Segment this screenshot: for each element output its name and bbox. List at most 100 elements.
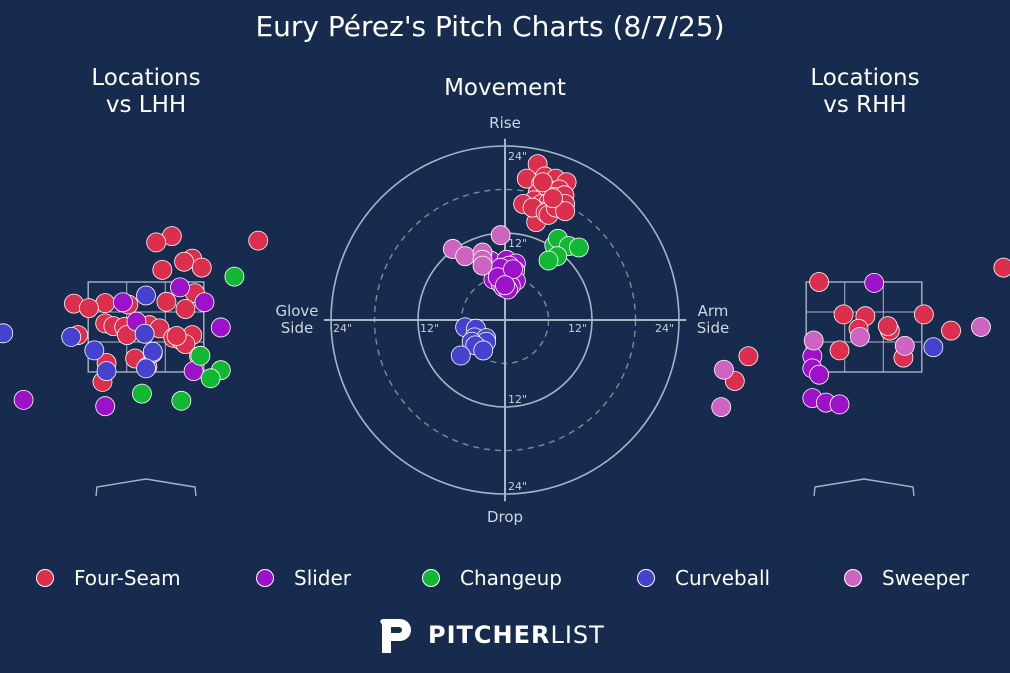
home-plate	[95, 478, 197, 497]
movement-point-slider	[503, 259, 523, 280]
legend-marker	[256, 569, 274, 587]
pitch-point-changeup	[200, 368, 221, 389]
legend-item-slider: Slider	[256, 562, 351, 594]
pitch-point-curveball	[61, 326, 82, 347]
radial-tick-label: 24"	[508, 480, 527, 493]
pitch-point-sweeper	[711, 397, 732, 418]
movement-point-sweeper	[455, 246, 476, 267]
lhh-panel	[0, 226, 269, 497]
pitch-point-curveball	[142, 341, 163, 362]
rhh-subtitle: Locations vs RHH	[745, 65, 985, 119]
pitch-point-changeup	[132, 383, 152, 404]
legend-label: Four-Seam	[74, 566, 181, 590]
pitch-point-sweeper	[714, 359, 734, 380]
movement-point-curveball	[473, 340, 494, 361]
rise-label: Rise	[489, 114, 521, 132]
pitch-point-curveball	[134, 323, 155, 344]
pitch-point-slider	[194, 292, 215, 313]
radial-tick-label: 24"	[508, 150, 527, 163]
pitch-point-four-seam	[877, 316, 898, 337]
movement-point-sweeper	[490, 225, 511, 246]
pitch-point-four-seam	[248, 230, 269, 251]
pitch-point-four-seam	[174, 251, 194, 272]
pitch-point-sweeper	[971, 317, 991, 337]
legend-label: Changeup	[460, 566, 562, 590]
pitch-point-slider	[13, 389, 34, 410]
pitch-point-curveball	[0, 323, 14, 344]
subtitle-line: vs LHH	[105, 92, 187, 118]
subtitle-line: vs RHH	[823, 92, 907, 118]
movement-point-slider	[495, 275, 515, 296]
legend-label: Slider	[294, 566, 352, 590]
subtitle-line: Movement	[444, 75, 566, 101]
pitch-point-curveball	[84, 340, 105, 361]
pitch-point-curveball	[96, 361, 117, 382]
movement-point-four-seam	[532, 172, 553, 193]
pitch-point-slider	[170, 277, 190, 298]
movement-point-four-seam	[542, 188, 563, 209]
subtitle-line: Locations	[91, 65, 201, 91]
radial-tick-label: 24"	[655, 322, 674, 335]
radial-tick-label: 24"	[333, 322, 352, 335]
drop-label: Drop	[487, 508, 523, 526]
pitch-point-four-seam	[152, 259, 173, 280]
legend-item-changeup: Changeup	[422, 562, 562, 594]
movement-point-changeup	[569, 237, 589, 258]
legend-item-sweeper: Sweeper	[844, 562, 969, 594]
legend-marker	[637, 569, 655, 587]
pitch-point-four-seam	[809, 272, 830, 292]
pitch-point-slider	[95, 396, 116, 417]
pitch-point-four-seam	[913, 304, 934, 325]
glove-side-label: Side	[281, 319, 313, 337]
pitcherlist-logo: PITCHERLIST	[378, 612, 605, 658]
pitch-point-four-seam	[829, 340, 850, 361]
lhh-subtitle: Locations vs LHH	[26, 65, 266, 119]
legend-label: Sweeper	[882, 566, 969, 590]
legend-item-curveball: Curveball	[637, 562, 770, 594]
pitch-point-sweeper	[894, 335, 915, 356]
movement-subtitle: Movement	[385, 75, 625, 102]
pitch-point-four-seam	[941, 320, 961, 341]
movement-point-changeup	[538, 250, 559, 271]
radial-tick-label: 12"	[508, 237, 527, 250]
radial-tick-label: 12"	[508, 393, 527, 406]
movement-point-curveball	[450, 345, 471, 366]
legend-marker	[422, 569, 440, 587]
pitch-point-changeup	[224, 266, 245, 287]
radial-tick-label: 12"	[420, 322, 439, 335]
pitcherlist-p-icon	[380, 619, 411, 653]
legend-marker	[844, 569, 862, 587]
home-plate	[813, 478, 915, 497]
pitch-point-slider	[829, 394, 850, 415]
chart-title: Eury Pérez's Pitch Charts (8/7/25)	[255, 10, 725, 43]
pitch-point-four-seam	[738, 346, 759, 367]
pitch-point-slider	[864, 272, 885, 293]
pitch-point-curveball	[136, 285, 156, 306]
radial-tick-label: 12"	[568, 322, 587, 335]
pitch-point-slider	[210, 317, 231, 338]
pitch-point-four-seam	[191, 257, 212, 278]
arm-side-label: Side	[697, 319, 729, 337]
brand-wordmark: PITCHERLIST	[428, 621, 605, 649]
rhh-panel	[711, 257, 1010, 497]
pitch-point-four-seam	[993, 257, 1010, 278]
movement-point-four-seam	[555, 201, 576, 222]
pitch-point-four-seam	[166, 326, 187, 346]
pitch-point-four-seam	[156, 291, 177, 312]
arm-side-label: Arm	[698, 302, 729, 320]
glove-side-label: Glove	[275, 302, 318, 320]
pitch-point-four-seam	[833, 304, 854, 325]
legend: Four-Seam Slider Changeup Curveball Sweeper	[0, 562, 1010, 594]
pitch-point-changeup	[171, 390, 192, 411]
legend-label: Curveball	[675, 566, 771, 590]
pitch-point-slider	[112, 292, 133, 313]
pitch-point-sweeper	[803, 330, 824, 351]
pitch-point-slider	[809, 364, 830, 385]
legend-item-four-seam: Four-Seam	[36, 562, 181, 594]
pitch-point-four-seam	[175, 299, 196, 319]
strike-zone	[805, 281, 923, 373]
movement-point-sweeper	[472, 255, 493, 276]
pitch-point-curveball	[923, 337, 944, 358]
pitch-point-changeup	[190, 345, 211, 366]
